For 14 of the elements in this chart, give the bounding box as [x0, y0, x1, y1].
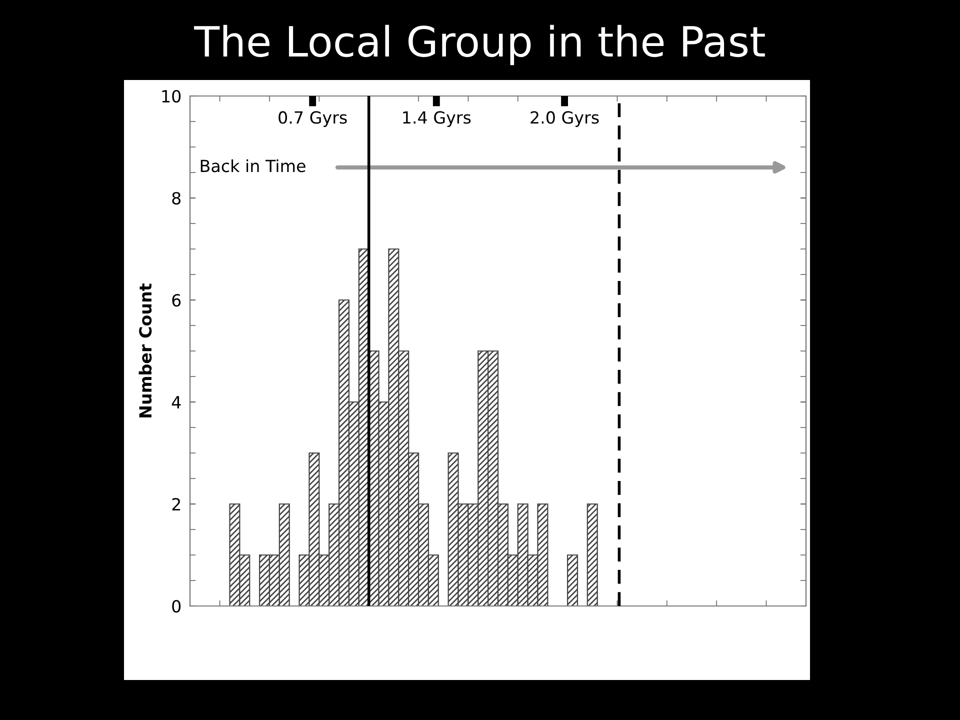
- y-tick-label: 8: [172, 192, 181, 205]
- y-tick-label: 0: [172, 600, 181, 613]
- bar: [566, 554, 578, 606]
- y-axis-title: Number Count: [138, 283, 152, 418]
- y-tick-label: 2: [172, 498, 180, 510]
- annotation: Back in Time: [200, 159, 306, 172]
- annotation: 1.4 Gyrs: [403, 111, 471, 128]
- y-tick-label: 6: [172, 294, 181, 307]
- annotation: 2.0 Gyrs: [530, 111, 599, 128]
- y-tick-label: 10: [162, 90, 181, 103]
- y-tick-label: 4: [172, 396, 181, 408]
- chart-title: The Local Group in the Past: [194, 24, 765, 66]
- bar: [586, 503, 598, 606]
- annotation: 0.7 Gyrs: [278, 111, 347, 128]
